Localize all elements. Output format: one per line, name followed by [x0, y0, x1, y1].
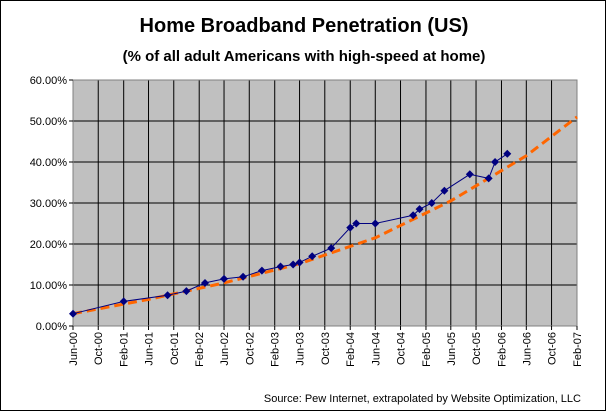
data-point-marker — [239, 272, 248, 281]
x-tick-label: Jun-03 — [295, 332, 307, 366]
y-tick-label: 10.00% — [30, 280, 68, 292]
data-point-marker — [503, 149, 512, 158]
data-point-marker — [257, 266, 266, 275]
data-point-marker — [346, 223, 355, 232]
plot-area: 0.00% 10.00% 20.00% 30.00% 40.00% 50.00% 60.00… — [30, 75, 584, 367]
x-tick-label: Feb-06 — [496, 332, 508, 367]
x-tick-label: Oct-06 — [547, 332, 559, 365]
x-tick-label: Oct-04 — [396, 332, 408, 365]
data-point-marker — [409, 211, 418, 220]
x-tick-label: Jun-04 — [370, 332, 382, 366]
x-tick-label: Jun-05 — [446, 332, 458, 366]
y-tick-label: 50.00% — [30, 116, 68, 128]
data-point-marker — [295, 258, 304, 267]
x-tick-label: Jun-02 — [219, 332, 231, 366]
y-tick-label: 20.00% — [30, 239, 68, 251]
data-point-marker — [415, 205, 424, 214]
x-tick-label: Feb-03 — [270, 332, 282, 367]
x-tick-label: Oct-05 — [471, 332, 483, 365]
chart-title: Home Broadband Penetration (US) — [140, 15, 469, 37]
y-tick-label: 30.00% — [30, 198, 68, 210]
data-point-marker — [491, 158, 500, 166]
x-tick-label: Feb-04 — [345, 332, 357, 367]
data-point-marker — [484, 174, 493, 183]
data-point-marker — [352, 219, 361, 228]
x-tick-label: Feb-01 — [119, 332, 131, 367]
x-tick-label: Oct-01 — [169, 332, 181, 365]
x-tick-label: Feb-02 — [194, 332, 206, 367]
data-point-marker — [427, 199, 436, 207]
data-point-marker — [440, 186, 449, 195]
x-tick-label: Jun-00 — [68, 332, 80, 366]
x-tick-label: Oct-00 — [93, 332, 105, 365]
x-tick-label: Jun-01 — [144, 332, 156, 366]
data-point-marker — [308, 252, 317, 261]
data-point-marker — [371, 219, 380, 228]
data-point-marker — [163, 291, 172, 300]
y-tick-label: 0.00% — [36, 321, 67, 333]
chart-subtitle: (% of all adult Americans with high-spee… — [123, 48, 486, 65]
data-point-marker — [289, 260, 298, 269]
data-point-marker — [119, 297, 128, 306]
data-point-marker — [220, 274, 229, 283]
data-point-marker — [276, 262, 285, 271]
x-tick-label: Oct-02 — [244, 332, 256, 365]
data-point-marker — [182, 287, 191, 296]
x-tick-label: Jun-06 — [521, 332, 533, 366]
y-tick-label: 40.00% — [30, 157, 68, 169]
data-point-marker — [69, 309, 77, 318]
data-point-marker — [465, 170, 474, 179]
x-tick-label: Oct-03 — [320, 332, 332, 365]
x-tick-label: Feb-07 — [572, 332, 584, 367]
data-point-marker — [201, 278, 209, 287]
x-tick-label: Feb-05 — [421, 332, 433, 367]
data-point-marker — [327, 244, 336, 253]
data-series-line — [72, 153, 508, 315]
source-note: Source: Pew Internet, extrapolated by We… — [264, 393, 581, 405]
y-tick-label: 60.00% — [30, 75, 68, 87]
